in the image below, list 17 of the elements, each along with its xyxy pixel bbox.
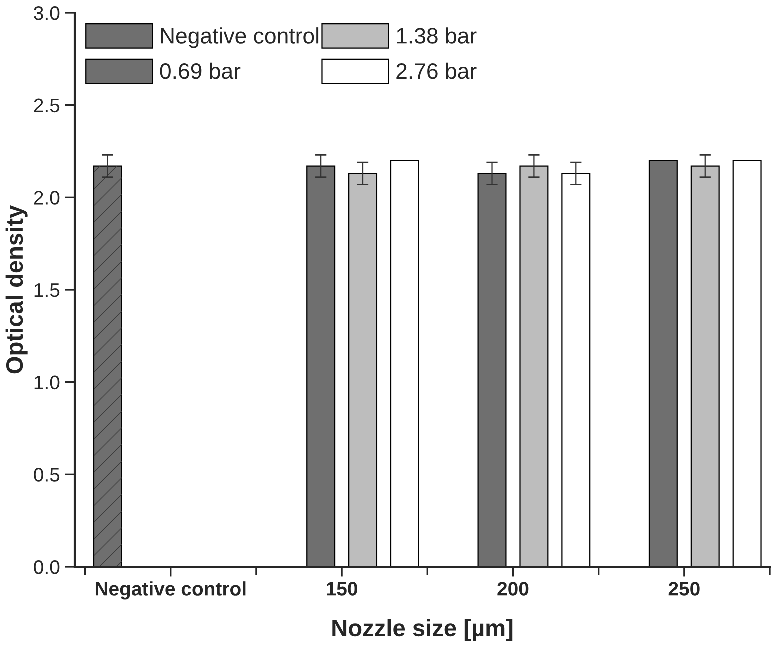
legend-label: 1.38 bar: [397, 28, 477, 44]
y-tick-label: 1.0: [34, 376, 60, 390]
x-tick-label: 150: [327, 582, 358, 596]
y-tick-label: 0.5: [34, 468, 60, 482]
y-tick-label: 1.5: [34, 284, 60, 298]
legend-label: 2.76 bar: [396, 62, 477, 80]
x-tick-label: Negative control: [96, 582, 246, 600]
y-tick-label: 2.5: [34, 98, 60, 113]
x-tick-label: 250: [668, 582, 700, 596]
y-tick-label: 0.0: [34, 560, 60, 574]
legend-label: Negative control: [161, 28, 319, 48]
y-tick-label: 2.0: [34, 191, 60, 205]
y-axis-title: Optical density: [6, 205, 28, 374]
legend-label: 0.69 bar: [160, 62, 241, 80]
x-axis-title: Nozzle size [µm]: [332, 619, 513, 642]
x-tick-label: 200: [498, 582, 529, 596]
y-tick-label: 3.0: [34, 6, 60, 20]
